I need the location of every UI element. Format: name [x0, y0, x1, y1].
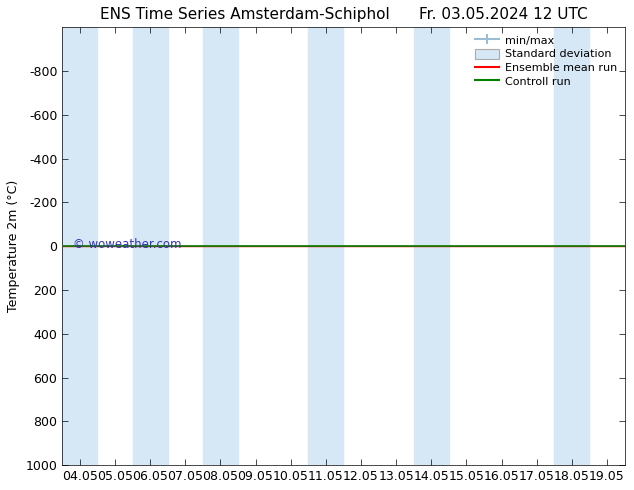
Bar: [62, 27, 98, 465]
Bar: [308, 27, 344, 465]
Bar: [554, 27, 590, 465]
Title: ENS Time Series Amsterdam-Schiphol      Fr. 03.05.2024 12 UTC: ENS Time Series Amsterdam-Schiphol Fr. 0…: [100, 7, 587, 22]
Bar: [413, 27, 449, 465]
Bar: [203, 27, 238, 465]
Text: © woweather.com: © woweather.com: [74, 238, 182, 250]
Legend: min/max, Standard deviation, Ensemble mean run, Controll run: min/max, Standard deviation, Ensemble me…: [472, 33, 619, 89]
Y-axis label: Temperature 2m (°C): Temperature 2m (°C): [7, 180, 20, 312]
Bar: [133, 27, 167, 465]
